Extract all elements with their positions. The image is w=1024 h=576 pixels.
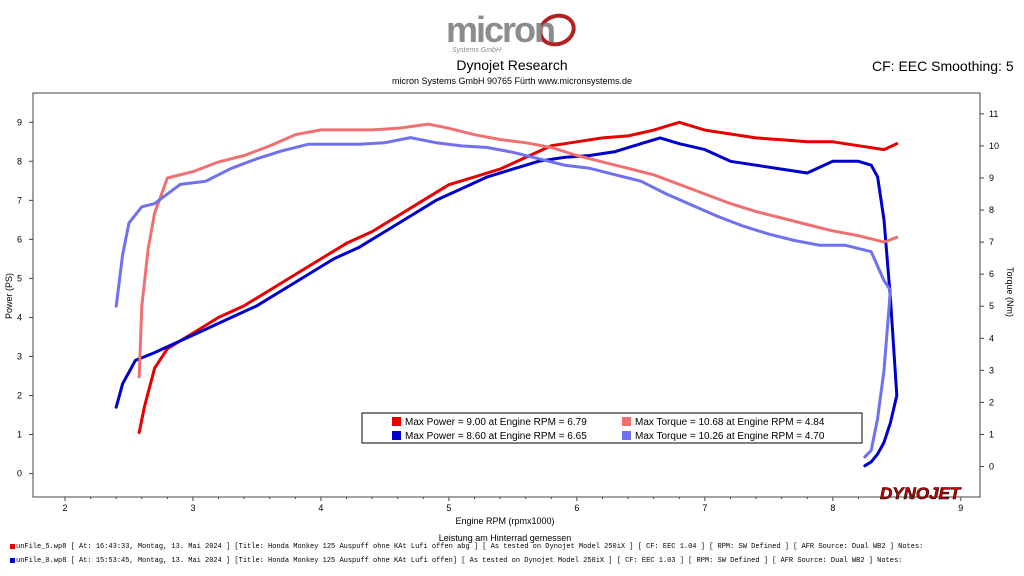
y-right-tick-label-3: 3 <box>989 365 994 375</box>
x-tick-label-3: 5 <box>446 503 451 513</box>
legend-entry-0: Max Power = 9.00 at Engine RPM = 6.79 <box>405 417 587 428</box>
y-right-tick-label-7: 7 <box>989 237 994 247</box>
correction-factor-label: CF: EEC Smoothing: 5 <box>872 58 1014 74</box>
legend-swatch-1 <box>392 431 401 440</box>
legend-swatch-0 <box>392 417 401 426</box>
legend-entry-1: Max Power = 8.60 at Engine RPM = 6.65 <box>405 431 587 442</box>
y-left-tick-label-8: 8 <box>17 156 22 166</box>
dynojet-brand-mark: DYNOJET <box>880 484 962 503</box>
y-right-tick-label-10: 10 <box>989 141 999 151</box>
plot-frame <box>32 92 981 498</box>
micron-logo: micron Systems GmbH <box>440 6 590 56</box>
legend-entry-2: Max Torque = 10.68 at Engine RPM = 4.84 <box>635 417 825 428</box>
y-left-tick-label-5: 5 <box>17 273 22 283</box>
logo-swoosh <box>538 13 576 47</box>
run-color-marker-1 <box>10 543 15 549</box>
y-right-tick-label-8: 8 <box>989 205 994 215</box>
y-left-tick-label-3: 3 <box>17 351 22 361</box>
y-right-tick-label-4: 4 <box>989 333 994 343</box>
x-tick-label-2: 4 <box>318 503 323 513</box>
x-tick-label-4: 6 <box>574 503 579 513</box>
y-left-tick-label-6: 6 <box>17 234 22 244</box>
torque-curve-run-2 <box>114 136 892 459</box>
y-right-tick-label-2: 2 <box>989 397 994 407</box>
run-info-text-1: unFile_5.wp8 [ At: 16:43:33, Montag, 13.… <box>16 543 924 551</box>
x-tick-label-0: 2 <box>62 503 67 513</box>
x-tick-label-7: 9 <box>958 503 963 513</box>
y-left-tick-label-1: 1 <box>17 430 22 440</box>
power-curve-run-2 <box>114 136 899 468</box>
run-info-text-2: unFile_0.wp8 [ At: 15:53:45, Montag, 13.… <box>16 557 903 565</box>
y-axis-label-right: Torque (Nm) <box>1005 267 1015 317</box>
y-left-tick-label-0: 0 <box>17 469 22 479</box>
y-right-tick-label-6: 6 <box>989 269 994 279</box>
y-left-tick-label-9: 9 <box>17 117 22 127</box>
x-tick-label-5: 7 <box>702 503 707 513</box>
chart-title: Dynojet Research <box>456 57 568 73</box>
y-right-tick-label-11: 11 <box>989 109 998 119</box>
x-axis-note: Leistung am Hinterrad gemessen <box>439 533 572 543</box>
y-right-tick-label-5: 5 <box>989 301 994 311</box>
legend-swatch-2 <box>622 417 631 426</box>
y-right-tick-label-9: 9 <box>989 173 994 183</box>
chart-subtitle: micron Systems GmbH 90765 Fürth www.micr… <box>391 76 633 86</box>
run-color-marker-2 <box>10 557 15 563</box>
torque-curve-run-1 <box>137 122 899 379</box>
x-tick-label-1: 3 <box>190 503 195 513</box>
power-curve-run-1 <box>137 120 899 435</box>
legend-box <box>361 412 863 444</box>
run-info-1: unFile_5.wp8 [ At: 16:43:33, Montag, 13.… <box>10 543 923 551</box>
y-left-tick-label-4: 4 <box>17 312 22 322</box>
run-info-2: unFile_0.wp8 [ At: 15:53:45, Montag, 13.… <box>10 557 902 565</box>
y-axis-label-left: Power (PS) <box>4 273 14 319</box>
legend-swatch-3 <box>622 431 631 440</box>
y-right-tick-label-0: 0 <box>989 462 994 472</box>
x-tick-label-6: 8 <box>830 503 835 513</box>
legend-entry-3: Max Torque = 10.26 at Engine RPM = 4.70 <box>635 431 825 442</box>
y-right-tick-label-1: 1 <box>989 429 994 439</box>
logo-wordmark: micron <box>446 9 554 50</box>
logo-subtext: Systems GmbH <box>452 47 502 54</box>
legend: Max Power = 9.00 at Engine RPM = 6.79 Max… <box>361 412 863 444</box>
y-left-tick-label-7: 7 <box>17 195 22 205</box>
y-left-tick-label-2: 2 <box>17 391 22 401</box>
x-axis-label: Engine RPM (rpmx1000) <box>455 516 554 526</box>
